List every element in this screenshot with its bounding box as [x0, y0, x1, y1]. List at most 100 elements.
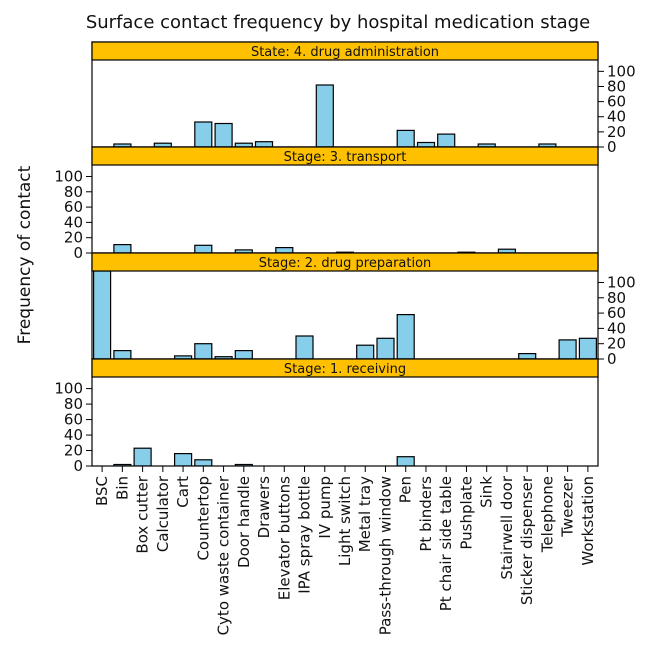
- x-tick-label: Sink: [478, 476, 496, 508]
- bar: [113, 244, 132, 253]
- panel-strip: [91, 41, 599, 61]
- x-tick-label: Drawers: [255, 476, 273, 539]
- x-tick-label: IPA spray bottle: [296, 476, 314, 594]
- x-tick-label: Light switch: [336, 476, 354, 566]
- bar: [396, 314, 415, 359]
- bar: [113, 350, 132, 359]
- x-tick-label: Pushplate: [457, 476, 475, 550]
- panel: State: 4. drug administration 02040608010…: [91, 41, 636, 156]
- x-tick-label: Telephone: [538, 476, 556, 553]
- bar: [558, 339, 577, 359]
- x-tick-label: IV pump: [316, 476, 334, 539]
- x-tick-label: Bin: [113, 476, 131, 500]
- y-tick-label: 0: [607, 138, 617, 156]
- bar: [477, 143, 496, 147]
- y-tick-label: 80: [64, 395, 83, 413]
- panel-strip-label: Stage: 2. drug preparation: [259, 256, 432, 271]
- x-tick-label: Cart: [174, 476, 192, 508]
- y-axis-label: Frequency of contact: [15, 165, 35, 344]
- x-tick-label: Workstation: [579, 476, 597, 566]
- y-tick-label: 80: [64, 183, 83, 201]
- x-tick-label: Metal tray: [356, 476, 374, 552]
- bar: [194, 121, 213, 147]
- bar: [275, 247, 294, 253]
- panel-strip-label: Stage: 3. transport: [284, 150, 407, 165]
- y-tick-label: 20: [607, 123, 626, 141]
- bar: [518, 353, 537, 359]
- x-tick-label: Stairwell door: [498, 475, 516, 579]
- y-tick-label: 60: [607, 304, 626, 322]
- panel-strip: [91, 252, 599, 272]
- y-tick-label: 40: [607, 108, 626, 126]
- bar: [396, 456, 415, 466]
- bar: [538, 143, 557, 147]
- bar: [174, 453, 193, 466]
- bar: [194, 459, 213, 466]
- x-tick-label: Pt chair side table: [437, 476, 455, 611]
- bar: [356, 344, 375, 359]
- x-tick-label: Box cutter: [134, 475, 152, 553]
- x-tick-label: Countertop: [194, 476, 212, 561]
- y-tick-label: 100: [54, 167, 83, 185]
- bar: [194, 343, 213, 359]
- y-tick-label: 0: [73, 457, 83, 475]
- bar-group: [92, 271, 598, 359]
- bar-group: [113, 244, 516, 253]
- bar-group: [113, 447, 415, 466]
- x-tick-label: Tweezer: [559, 475, 577, 538]
- y-tick-label: 60: [64, 198, 83, 216]
- y-tick-label: 0: [607, 350, 617, 368]
- y-tick-label: 20: [64, 442, 83, 460]
- chart-title: Surface contact frequency by hospital me…: [86, 12, 590, 33]
- y-tick-label: 40: [64, 426, 83, 444]
- panel-strip-label: Stage: 1. receiving: [284, 362, 406, 377]
- x-tick-label: Sticker dispenser: [518, 475, 536, 605]
- y-tick-label: 0: [73, 244, 83, 262]
- bar: [254, 141, 274, 147]
- bar: [416, 141, 436, 147]
- y-tick-label: 100: [607, 273, 636, 291]
- bar: [315, 84, 334, 147]
- y-tick-label: 60: [64, 411, 83, 429]
- bar: [234, 463, 253, 466]
- bar: [92, 271, 112, 359]
- x-tick-label: Pt binders: [417, 476, 435, 552]
- y-tick-label: 40: [64, 213, 83, 231]
- bar: [214, 122, 233, 147]
- panel-strip-label: State: 4. drug administration: [251, 45, 439, 60]
- bar: [295, 335, 314, 359]
- x-tick-label: BSC: [93, 476, 111, 506]
- y-tick-label: 100: [607, 62, 636, 80]
- bar-group: [113, 84, 557, 147]
- y-tick-label: 60: [607, 93, 626, 111]
- bar: [376, 337, 395, 359]
- bar: [133, 447, 152, 466]
- y-tick-label: 100: [54, 380, 83, 398]
- bar: [437, 133, 456, 147]
- panel-strip: [91, 358, 599, 378]
- bar: [578, 337, 598, 359]
- panel-strip: [91, 146, 599, 166]
- y-tick-label: 80: [607, 289, 626, 307]
- y-tick-label: 20: [607, 335, 626, 353]
- x-tick-label: Calculator: [154, 475, 172, 552]
- bar: [113, 463, 132, 466]
- bar: [113, 143, 132, 147]
- x-tick-label: Cyto waste container: [215, 475, 233, 635]
- panels: State: 4. drug administration02040608010…: [54, 41, 636, 475]
- bar: [396, 129, 415, 147]
- bar: [214, 356, 233, 359]
- x-tick-label: Pass-through window: [376, 476, 394, 635]
- y-tick-label: 40: [607, 319, 626, 337]
- bar: [194, 244, 213, 253]
- x-tick-label: Door handle: [235, 476, 253, 568]
- x-tick-label: Elevator buttons: [275, 476, 293, 600]
- x-tick-label: Pen: [397, 476, 415, 503]
- x-axis-categories: BSC Bin Box cutter Calculator Cart Countertop…: [93, 466, 597, 635]
- y-tick-label: 80: [607, 77, 626, 95]
- y-tick-label: 20: [64, 229, 83, 247]
